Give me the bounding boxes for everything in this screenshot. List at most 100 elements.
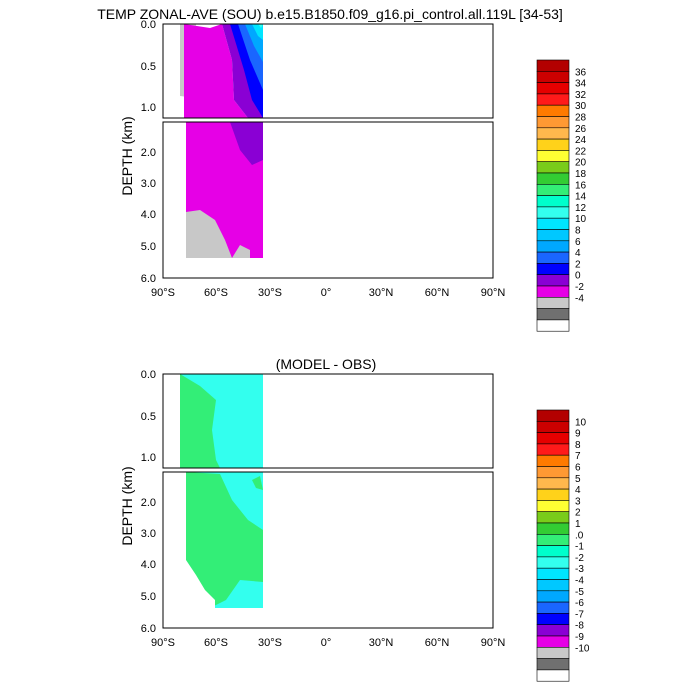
p2-ytick-0.0: 0.0: [141, 369, 156, 381]
p1-xtick-6: 90°N: [481, 287, 506, 299]
colorbar-label: 22: [575, 146, 587, 157]
colorbar-label: 2: [575, 259, 581, 270]
p2-xtick-5: 60°N: [425, 637, 450, 649]
colorbar-swatch: [536, 172, 570, 185]
colorbar-label: 28: [575, 113, 587, 124]
colorbar-swatch: [536, 432, 570, 445]
colorbar-swatch: [536, 59, 570, 72]
colorbar-label: 10: [575, 417, 587, 428]
p2-xtick-1: 60°S: [204, 637, 228, 649]
colorbar-label: -4: [575, 576, 584, 587]
panel2-lower-fill: [186, 472, 263, 608]
p2-xtick-4: 30°N: [369, 637, 394, 649]
colorbar-label: 8: [575, 226, 581, 237]
panel1-title: TEMP ZONAL-AVE (SOU) b.e15.B1850.f09_g16…: [97, 6, 563, 22]
panel2-upper-frame: [162, 373, 494, 469]
panel-temperature: TEMP ZONAL-AVE (SOU) b.e15.B1850.f09_g16…: [97, 6, 587, 332]
p1-ytick-4.0: 4.0: [141, 209, 156, 221]
panel1-lower-frame: [162, 121, 494, 279]
colorbar-swatch: [536, 127, 570, 140]
panel2-ylabel: DEPTH (km): [119, 466, 135, 545]
p2-ytick-6.0: 6.0: [141, 623, 156, 635]
colorbar-swatch: [536, 285, 570, 298]
p1-xtick-4: 30°N: [369, 287, 394, 299]
p1-xtick-1: 60°S: [204, 287, 228, 299]
colorbar-label: 9: [575, 429, 581, 440]
colorbar-label: 32: [575, 90, 587, 101]
colorbar-swatch: [536, 579, 570, 592]
colorbar-swatch: [536, 500, 570, 512]
colorbar-swatch: [536, 533, 570, 546]
colorbar-swatch: [536, 263, 570, 275]
colorbar-label: 12: [575, 203, 587, 214]
colorbar-label: -2: [575, 553, 584, 564]
colorbar-label: 1: [575, 519, 581, 530]
colorbar-label: 36: [575, 67, 587, 78]
panel1-upper-frame: [162, 23, 494, 119]
colorbar-swatch: [536, 556, 570, 569]
colorbar-label: 4: [575, 248, 581, 259]
colorbar-label: 6: [575, 463, 581, 474]
panel2-lower-frame: [162, 471, 494, 629]
colorbar-swatch: [536, 669, 570, 682]
p2-ytick-3.0: 3.0: [141, 528, 156, 540]
colorbar-swatch: [536, 658, 570, 671]
colorbar-swatch: [536, 488, 570, 501]
colorbar-label: 3: [575, 496, 581, 507]
p2-ytick-4.0: 4.0: [141, 559, 156, 571]
colorbar-swatch: [536, 229, 570, 242]
p1-ytick-5.0: 5.0: [141, 241, 156, 253]
colorbar-swatch: [536, 116, 570, 129]
colorbar-swatch: [536, 93, 570, 106]
colorbar-label: 18: [575, 169, 587, 180]
colorbar-label: 34: [575, 79, 587, 90]
colorbar-swatch: [536, 567, 570, 580]
colorbar-swatch: [536, 646, 570, 659]
panel2-upper-fill: [180, 374, 263, 468]
colorbar-swatch: [536, 251, 570, 264]
colorbar-swatch: [536, 195, 570, 208]
p2-xtick-6: 90°N: [481, 637, 506, 649]
p1-ytick-2.0: 2.0: [141, 147, 156, 159]
colorbar-swatch: [536, 420, 570, 433]
colorbar-label: 16: [575, 180, 587, 191]
colorbar-label: 6: [575, 237, 581, 248]
colorbar-label: 30: [575, 101, 587, 112]
colorbar-label: -5: [575, 587, 584, 598]
colorbar-label: 10: [575, 214, 587, 225]
colorbar-swatch: [536, 240, 570, 253]
p1-xtick-5: 60°N: [425, 287, 450, 299]
colorbar-swatch: [536, 150, 570, 162]
colorbar-swatch: [536, 82, 570, 95]
colorbar-swatch: [536, 545, 570, 558]
p2-ytick-1.0: 1.0: [141, 452, 156, 464]
colorbar-label: -9: [575, 632, 584, 643]
colorbar-label: 0: [575, 271, 581, 282]
colorbar-swatch: [536, 71, 570, 83]
p2-xtick-3: 0°: [321, 637, 332, 649]
colorbar-swatch: [536, 217, 570, 230]
p1-ytick-3.0: 3.0: [141, 178, 156, 190]
colorbar-swatch: [536, 590, 570, 603]
panel1-lower-fill: [186, 122, 263, 258]
p1-ytick-6.0: 6.0: [141, 273, 156, 285]
colorbar-swatch: [536, 477, 570, 490]
colorbar-swatch: [536, 601, 570, 614]
colorbar-swatch: [536, 466, 570, 479]
p2-xtick-2: 30°S: [258, 637, 282, 649]
p1-xtick-2: 30°S: [258, 287, 282, 299]
colorbar-label: 5: [575, 474, 581, 485]
colorbar-label: 4: [575, 485, 581, 496]
colorbar-label: 20: [575, 158, 587, 169]
p2-ytick-0.5: 0.5: [141, 411, 156, 423]
p1-ytick-0.5: 0.5: [141, 61, 156, 73]
p2-xtick-0: 90°S: [151, 637, 175, 649]
colorbar-swatch: [536, 635, 570, 648]
p2-ytick-2.0: 2.0: [141, 497, 156, 509]
colorbar-label: 14: [575, 192, 587, 203]
colorbar-swatch: [536, 161, 570, 174]
colorbar-swatch: [536, 454, 570, 467]
panel1-upper-fill: [180, 24, 263, 118]
